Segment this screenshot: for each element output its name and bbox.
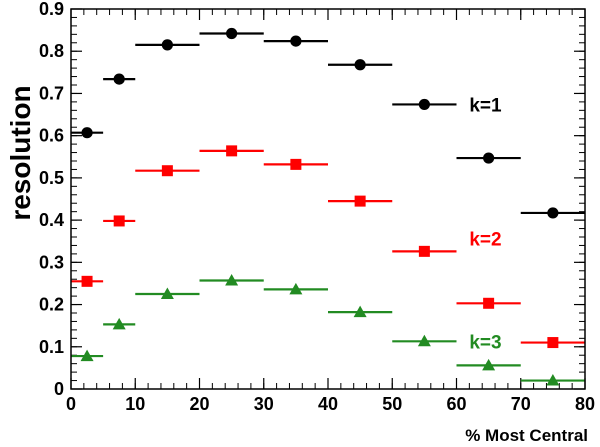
x-tick-label: 10 bbox=[125, 394, 145, 414]
data-point-k-2 bbox=[161, 165, 173, 177]
y-axis-title: resolution bbox=[5, 85, 36, 220]
y-tick-label: 0 bbox=[54, 379, 64, 399]
y-tick-label: 0.7 bbox=[39, 83, 64, 103]
data-point-k-1 bbox=[290, 35, 302, 47]
data-point-k-2 bbox=[81, 275, 93, 287]
data-point-k-1 bbox=[226, 27, 238, 40]
data-point-k-2 bbox=[354, 195, 366, 207]
x-tick-label: 40 bbox=[318, 394, 338, 414]
data-point-k-3 bbox=[80, 349, 94, 362]
x-tick-label: 0 bbox=[66, 394, 76, 414]
x-tick-label: 50 bbox=[382, 394, 402, 414]
y-tick-label: 0.2 bbox=[39, 295, 64, 315]
data-point-k-3 bbox=[289, 282, 303, 295]
data-point-k-1 bbox=[547, 207, 559, 219]
data-point-k-3 bbox=[160, 287, 174, 299]
y-tick-label: 0.4 bbox=[39, 210, 64, 230]
x-tick-label: 60 bbox=[446, 394, 466, 414]
x-axis-title: % Most Central bbox=[465, 426, 588, 445]
y-tick-label: 0.8 bbox=[39, 41, 64, 61]
y-tick-label: 0.5 bbox=[39, 168, 64, 188]
data-point-k-1 bbox=[418, 98, 430, 111]
series-label-k-3: k=3 bbox=[469, 332, 501, 353]
y-tick-label: 0.9 bbox=[39, 0, 64, 19]
data-point-k-3 bbox=[546, 374, 560, 386]
x-tick-label: 30 bbox=[254, 394, 274, 414]
data-point-k-2 bbox=[226, 145, 238, 157]
data-point-k-1 bbox=[113, 73, 125, 85]
data-point-k-2 bbox=[418, 245, 430, 257]
data-point-k-3 bbox=[225, 273, 239, 286]
data-point-k-1 bbox=[161, 39, 173, 51]
series-label-k-2: k=2 bbox=[469, 230, 501, 251]
tick-labels: 0 10 20 30 40 50 60 70 80 0 0.1 0.2 0.3 0.4 0.5 0.6 0.7 0… bbox=[39, 0, 595, 414]
data-point-k-2 bbox=[113, 215, 125, 227]
data-point-k-2 bbox=[547, 337, 559, 349]
x-tick-label: 80 bbox=[575, 394, 595, 414]
plot-frame bbox=[70, 8, 586, 390]
data-point-k-1 bbox=[354, 59, 366, 71]
data-point-k-3 bbox=[112, 317, 126, 330]
axis-ticks bbox=[70, 8, 586, 390]
data-point-k-3 bbox=[353, 305, 367, 318]
data-point-k-2 bbox=[290, 158, 302, 170]
y-tick-label: 0.3 bbox=[39, 252, 64, 272]
data-point-k-1 bbox=[81, 127, 93, 139]
data-point-k-3 bbox=[417, 334, 431, 347]
series-label-k-1: k=1 bbox=[469, 95, 502, 116]
y-tick-label: 0.6 bbox=[39, 126, 64, 146]
y-tick-label: 0.1 bbox=[39, 337, 64, 357]
data-point-k-3 bbox=[482, 358, 496, 371]
data-marks: k=1 k=2 k=3 bbox=[71, 27, 585, 386]
data-point-k-1 bbox=[483, 152, 495, 164]
x-tick-label: 20 bbox=[189, 394, 209, 414]
x-tick-label: 70 bbox=[511, 394, 531, 414]
data-point-k-2 bbox=[483, 297, 495, 309]
